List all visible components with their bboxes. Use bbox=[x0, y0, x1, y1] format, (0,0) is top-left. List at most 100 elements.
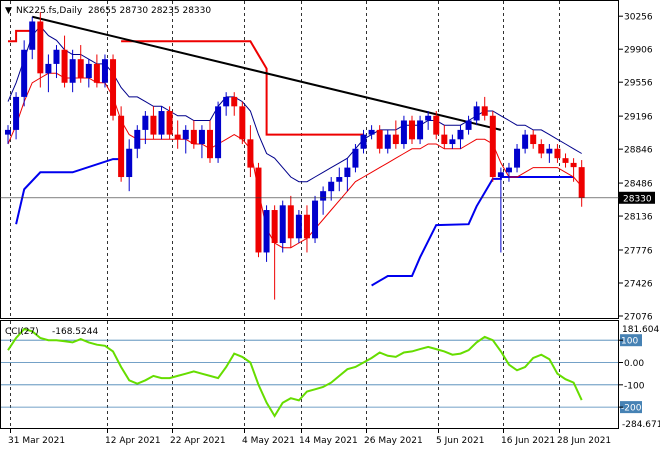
cci-tick-label: 100 bbox=[621, 337, 638, 347]
candle bbox=[489, 111, 496, 182]
candle bbox=[303, 205, 310, 253]
candle bbox=[312, 195, 319, 244]
cci-line bbox=[7, 327, 583, 418]
candle bbox=[514, 144, 521, 173]
candle bbox=[481, 96, 488, 121]
support-segment bbox=[15, 158, 122, 225]
candle bbox=[530, 129, 537, 149]
time-tick-label: 31 Mar 2021 bbox=[8, 436, 65, 446]
candle bbox=[344, 158, 351, 192]
time-axis: 31 Mar 2021 12 Apr 2021 22 Apr 2021 4 May 2… bbox=[8, 429, 611, 446]
candle bbox=[376, 125, 383, 154]
cci-tick-label: 0.00 bbox=[624, 359, 644, 369]
candle bbox=[433, 111, 440, 140]
candle bbox=[93, 54, 100, 88]
main-grid bbox=[10, 1, 560, 318]
candle bbox=[207, 120, 213, 163]
candle bbox=[263, 205, 270, 262]
price-tick-label: 28486 bbox=[624, 180, 653, 190]
candle bbox=[279, 200, 286, 253]
price-tick-label: 30256 bbox=[624, 13, 653, 23]
candle bbox=[409, 115, 415, 145]
cci-tick-label: -200 bbox=[621, 404, 642, 414]
candle bbox=[457, 125, 464, 149]
candle bbox=[320, 186, 327, 215]
time-tick-label: 26 May 2021 bbox=[364, 436, 423, 446]
time-tick-label: 14 May 2021 bbox=[299, 436, 358, 446]
time-tick-label: 12 Apr 2021 bbox=[105, 436, 161, 446]
resistance-segment bbox=[8, 29, 33, 43]
time-tick-label: 16 Jun 2021 bbox=[501, 436, 555, 446]
cci-value: -168.5244 bbox=[52, 327, 98, 337]
candle bbox=[231, 92, 238, 116]
resistance-segment bbox=[121, 40, 364, 136]
candle bbox=[295, 210, 302, 244]
cci-label: CCI(27) bbox=[5, 327, 39, 337]
candle bbox=[118, 106, 125, 182]
candle bbox=[166, 106, 173, 140]
candle bbox=[53, 45, 60, 79]
cci-level-tag bbox=[620, 401, 642, 414]
candle bbox=[134, 125, 141, 159]
candle bbox=[425, 111, 432, 130]
candle bbox=[37, 12, 44, 88]
last-price-tag bbox=[619, 191, 655, 204]
candle bbox=[336, 167, 343, 192]
candle bbox=[505, 162, 512, 182]
candle bbox=[441, 125, 448, 149]
price-tick-label: 27776 bbox=[624, 247, 653, 257]
candle bbox=[13, 92, 20, 140]
price-tick-label: 28846 bbox=[624, 146, 653, 156]
candle bbox=[110, 54, 117, 121]
candle bbox=[61, 35, 68, 88]
candle bbox=[77, 45, 84, 83]
candle bbox=[392, 120, 399, 149]
candle bbox=[142, 111, 149, 145]
candle bbox=[449, 134, 456, 149]
price-tick-label: 27076 bbox=[624, 313, 653, 323]
cci-plot bbox=[7, 327, 583, 418]
cci-pane bbox=[0, 320, 619, 429]
time-tick-label: 4 May 2021 bbox=[242, 436, 295, 446]
candle bbox=[198, 125, 205, 159]
time-tick-label: 5 Jun 2021 bbox=[436, 436, 484, 446]
candle bbox=[190, 120, 197, 149]
candle bbox=[360, 129, 367, 154]
resistance-line bbox=[8, 29, 364, 136]
main-pane bbox=[0, 0, 619, 319]
cci-level-tag bbox=[620, 334, 642, 347]
candle bbox=[497, 167, 504, 253]
candle bbox=[287, 195, 294, 248]
candle bbox=[271, 205, 278, 300]
candle bbox=[352, 144, 359, 173]
cci-scale-top: 181.6041 bbox=[622, 325, 660, 335]
candle bbox=[182, 125, 189, 154]
price-axis: 30256 29906 29556 29196 28846 28486 28136 27776… bbox=[619, 13, 653, 323]
chart-ohlc: 28655 28730 28235 28330 bbox=[88, 6, 211, 16]
candle bbox=[562, 153, 569, 168]
candle bbox=[126, 139, 133, 192]
cci-grid bbox=[1, 321, 618, 428]
candle bbox=[223, 92, 230, 116]
chart-symbol: NK225.fs,Daily bbox=[16, 6, 83, 16]
candle bbox=[473, 101, 480, 126]
last-price-label: 28330 bbox=[623, 194, 652, 204]
chart-header-arrow: ▼ bbox=[5, 6, 12, 16]
candle bbox=[239, 101, 246, 145]
candle bbox=[368, 125, 375, 140]
candle bbox=[465, 115, 472, 135]
cci-axis: 100 0.00 -100 -200 bbox=[619, 334, 645, 414]
candle bbox=[215, 101, 222, 163]
price-tick-label: 29906 bbox=[624, 46, 653, 56]
candle bbox=[538, 139, 545, 159]
candle bbox=[101, 54, 108, 88]
candles bbox=[5, 12, 585, 300]
candle bbox=[247, 125, 254, 178]
candle bbox=[400, 115, 407, 149]
candle bbox=[546, 144, 553, 163]
candle bbox=[570, 158, 577, 182]
candle bbox=[328, 177, 335, 201]
candle bbox=[522, 129, 529, 154]
